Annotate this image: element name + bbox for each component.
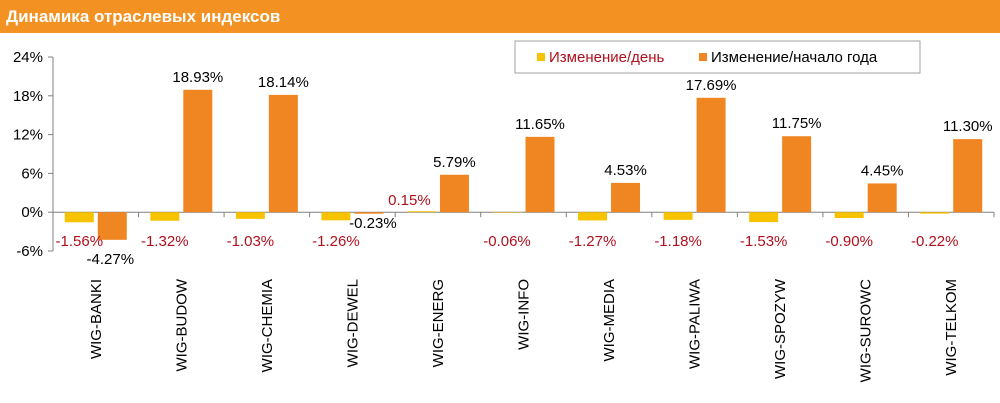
- category-label: WIG-CHEMIA: [259, 279, 276, 372]
- data-label-daily: -0.22%: [911, 233, 959, 250]
- data-label-daily: -0.06%: [483, 233, 531, 250]
- bar-ytd: [953, 139, 983, 213]
- y-tick-label: 18%: [13, 88, 43, 105]
- y-tick-label: -6%: [16, 243, 43, 260]
- data-label-daily: -1.32%: [141, 233, 189, 250]
- data-label-ytd: -4.27%: [87, 251, 135, 268]
- data-label-daily: -1.27%: [569, 233, 617, 250]
- bars: [64, 89, 983, 240]
- axes: -6% 0% 6% 12% 18% 24%: [13, 49, 995, 260]
- bar-daily: [406, 211, 436, 213]
- bar-ytd: [268, 94, 298, 213]
- category-labels: WIG-BANKI WIG-BUDOW WIG-CHEMIA WIG-DEWEL WIG…: [88, 278, 960, 382]
- category-label: WIG-SUROWC: [858, 279, 875, 382]
- data-labels: -1.56%-4.27% -1.32% 18.93% -1.03% 18.14% -1.2…: [56, 69, 993, 268]
- data-label-ytd: 11.65%: [515, 116, 565, 133]
- data-label-daily: -0.90%: [825, 233, 873, 250]
- legend: Изменение/день Изменение/начало года: [514, 40, 921, 74]
- chart-header: Динамика отраслевых индексов: [0, 0, 1000, 33]
- category-label: WIG-TELKOM: [943, 279, 960, 376]
- data-label-daily: -1.18%: [654, 233, 702, 250]
- legend-swatch-ytd: [699, 53, 707, 61]
- legend-swatch-daily: [537, 53, 545, 61]
- bar-daily: [321, 212, 351, 221]
- y-tick-label: 6%: [21, 165, 43, 182]
- data-label-daily: -1.26%: [312, 233, 360, 250]
- bar-daily: [920, 212, 950, 214]
- data-label-ytd: 4.53%: [604, 162, 647, 179]
- y-tick-label: 24%: [13, 49, 43, 66]
- category-label: WIG-SPOZYW: [772, 278, 789, 379]
- data-label-daily: -1.53%: [740, 233, 788, 250]
- bar-ytd: [696, 97, 726, 213]
- legend-box: [514, 40, 921, 74]
- data-label-ytd: 17.69%: [686, 77, 737, 94]
- category-label: WIG-INFO: [516, 279, 533, 350]
- data-label-ytd: 18.14%: [258, 74, 309, 91]
- legend-label-ytd: Изменение/начало года: [711, 49, 878, 66]
- data-label-ytd: -0.23%: [349, 215, 397, 232]
- category-label: WIG-DEWEL: [344, 279, 361, 367]
- bar-daily: [235, 212, 265, 219]
- sector-index-chart: -6% 0% 6% 12% 18% 24% -1.56%-4.27% -1.32% 18.93…: [13, 40, 995, 382]
- category-label: WIG-BUDOW: [173, 278, 190, 371]
- category-label: WIG-ENERG: [430, 279, 447, 367]
- bar-daily: [64, 212, 94, 223]
- bar-ytd: [867, 183, 897, 213]
- bar-daily: [492, 212, 522, 213]
- bar-daily: [749, 212, 779, 223]
- bar-ytd: [782, 136, 812, 213]
- bar-daily: [834, 212, 864, 219]
- bar-daily: [150, 212, 180, 221]
- data-label-daily: -1.56%: [56, 233, 104, 250]
- y-tick-label: 12%: [13, 127, 43, 144]
- category-label: WIG-MEDIA: [601, 279, 618, 362]
- data-label-ytd: 18.93%: [172, 69, 223, 86]
- bar-ytd: [183, 89, 213, 213]
- bar-ytd: [525, 136, 555, 213]
- legend-label-daily: Изменение/день: [549, 49, 664, 66]
- data-label-ytd: 4.45%: [861, 162, 904, 179]
- data-label-daily: 0.15%: [388, 192, 431, 209]
- data-label-ytd: 5.79%: [433, 154, 476, 171]
- data-label-ytd: 11.75%: [772, 115, 822, 132]
- chart-title: Динамика отраслевых индексов: [6, 7, 281, 26]
- data-label-daily: -1.03%: [227, 233, 275, 250]
- bar-daily: [578, 212, 608, 221]
- data-label-ytd: 11.30%: [943, 118, 993, 135]
- category-label: WIG-BANKI: [88, 279, 105, 359]
- bar-ytd: [439, 174, 469, 213]
- bar-ytd: [611, 182, 641, 213]
- bar-ytd: [97, 212, 127, 240]
- bar-ytd: [354, 212, 384, 214]
- bar-daily: [663, 212, 693, 220]
- y-tick-label: 0%: [21, 204, 43, 221]
- category-label: WIG-PALIWA: [687, 279, 704, 369]
